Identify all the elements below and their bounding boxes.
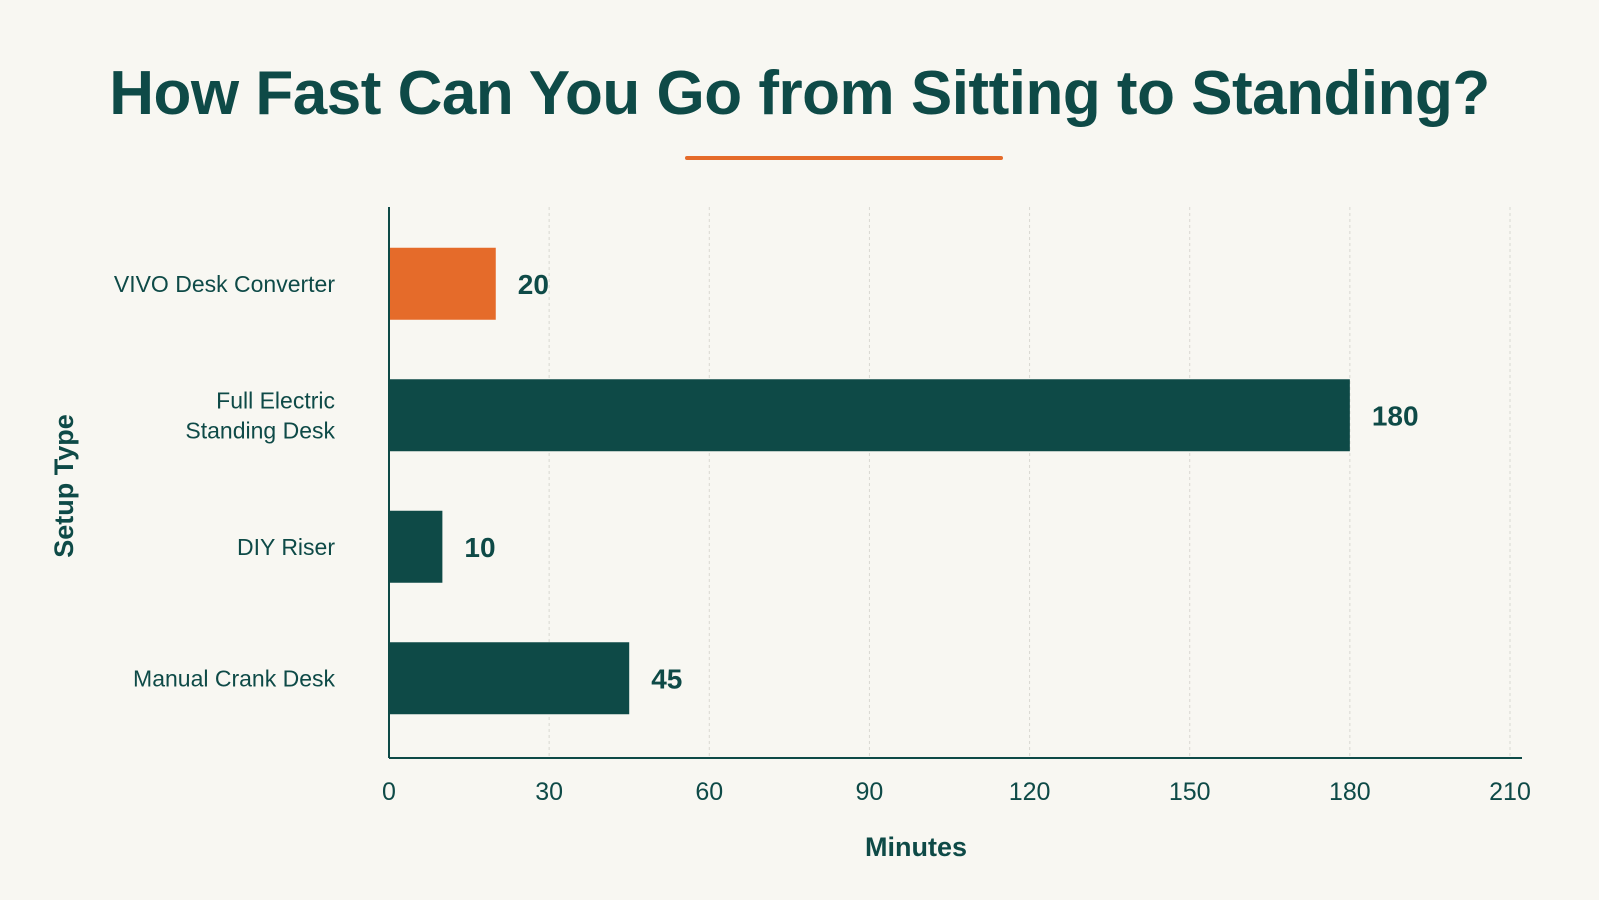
bars xyxy=(389,247,1350,715)
value-label: 180 xyxy=(1372,400,1419,431)
bar xyxy=(389,510,443,583)
x-tick-label: 120 xyxy=(1009,778,1051,806)
chart-title: How Fast Can You Go from Sitting to Stan… xyxy=(109,59,1490,128)
y-axis-title: Setup Type xyxy=(49,414,79,558)
title-underline xyxy=(685,156,1003,160)
x-tick-label: 90 xyxy=(856,778,884,806)
value-label: 10 xyxy=(464,532,495,563)
category-label: VIVO Desk Converter xyxy=(114,271,335,297)
axes xyxy=(388,207,1522,759)
x-axis-title: Minutes xyxy=(865,832,967,862)
category-label: DIY Riser xyxy=(237,534,335,560)
labels: 0 30 60 90 120 150 180 210 20 VIVO Desk Converter… xyxy=(114,269,1531,806)
x-tick-label: 30 xyxy=(535,778,563,806)
bar xyxy=(389,247,496,320)
x-tick-label: 150 xyxy=(1169,778,1211,806)
grid-lines xyxy=(548,207,1511,758)
value-label: 45 xyxy=(651,663,682,694)
category-label: Full Electric Standing Desk xyxy=(185,387,335,443)
x-tick-label: 210 xyxy=(1489,778,1531,806)
category-label: Manual Crank Desk xyxy=(133,665,335,691)
bar xyxy=(389,379,1350,452)
bar xyxy=(389,642,630,715)
x-tick-label: 60 xyxy=(695,778,723,806)
x-tick-label: 0 xyxy=(382,778,396,806)
value-label: 20 xyxy=(518,269,549,300)
x-tick-label: 180 xyxy=(1329,778,1371,806)
